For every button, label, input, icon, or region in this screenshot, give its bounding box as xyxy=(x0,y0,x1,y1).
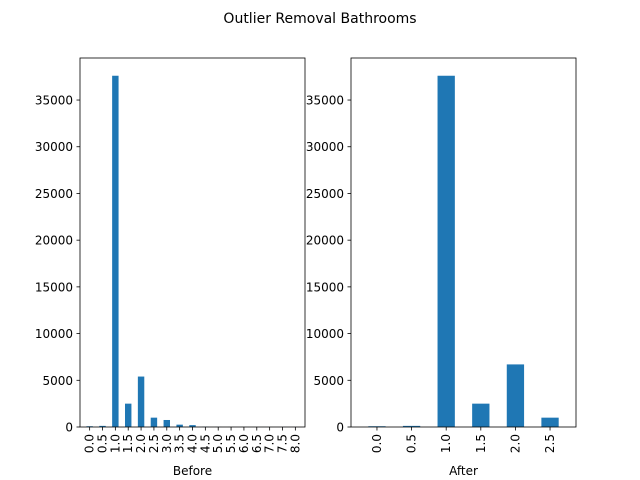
before-y-tick-label: 5000 xyxy=(42,374,73,388)
after-x-tick-label: 0.5 xyxy=(405,434,419,453)
after-axes-frame xyxy=(350,57,577,428)
after-bar xyxy=(437,75,455,427)
before-y-tick-label: 20000 xyxy=(35,234,73,248)
subplot-before: 0.00.51.01.52.02.53.03.54.04.55.05.56.06… xyxy=(35,57,306,478)
subplot-after: 0.0 0.5 1.0 1.5 2.0 2.5 0 5000 10000 15000 20000 25… xyxy=(306,57,577,478)
chart-suptitle: Outlier Removal Bathrooms xyxy=(223,11,416,27)
before-x-tick-label: 3.5 xyxy=(173,434,187,453)
after-bar xyxy=(541,417,559,427)
before-bar xyxy=(189,425,196,427)
before-bar xyxy=(163,419,170,427)
before-x-tick-label: 2.0 xyxy=(134,434,148,453)
after-y-tick-label: 10000 xyxy=(306,327,344,341)
before-bar xyxy=(176,424,183,427)
before-y-tick-label: 0 xyxy=(65,421,73,435)
after-y-tick-label: 35000 xyxy=(306,94,344,108)
before-y-tick-label: 15000 xyxy=(35,280,73,294)
after-x-tick-label: 1.0 xyxy=(439,434,453,453)
before-x-tick-label: 4.5 xyxy=(198,434,212,453)
after-bar xyxy=(472,403,490,427)
after-x-axis-label: After xyxy=(449,464,478,478)
before-x-tick-label: 5.5 xyxy=(224,434,238,453)
before-x-tick-label: 6.0 xyxy=(237,434,251,453)
after-y-tick-label: 25000 xyxy=(306,187,344,201)
after-y-tick-label: 15000 xyxy=(306,280,344,294)
after-y-tick-label: 5000 xyxy=(313,374,344,388)
before-y-tick-label: 30000 xyxy=(35,140,73,154)
before-x-tick-label: 0.5 xyxy=(96,434,110,453)
before-bar xyxy=(150,417,158,427)
after-x-tick-label: 2.5 xyxy=(543,434,557,453)
before-x-tick-label: 6.5 xyxy=(250,434,264,453)
before-bar xyxy=(112,75,119,427)
before-x-tick-label: 7.0 xyxy=(263,434,277,453)
after-bar xyxy=(506,364,525,427)
before-x-tick-label: 5.0 xyxy=(211,434,225,453)
before-y-tick-label: 35000 xyxy=(35,94,73,108)
after-x-tick-label: 0.0 xyxy=(370,434,384,453)
before-x-tick-label: 4.0 xyxy=(186,434,200,453)
before-y-tick-label: 25000 xyxy=(35,187,73,201)
before-x-tick-label: 3.0 xyxy=(160,434,174,453)
before-x-tick-label: 1.5 xyxy=(121,434,135,453)
before-x-tick-label: 2.5 xyxy=(147,434,161,453)
after-x-tick-label: 2.0 xyxy=(508,434,522,453)
before-x-axis-label: Before xyxy=(173,464,212,478)
after-y-tick-label: 20000 xyxy=(306,234,344,248)
before-y-tick-label: 10000 xyxy=(35,327,73,341)
before-x-tick-label: 0.0 xyxy=(83,434,97,453)
after-y-tick-label: 30000 xyxy=(306,140,344,154)
after-x-tick-label: 1.5 xyxy=(474,434,488,453)
before-bar xyxy=(125,403,132,427)
before-x-tick-label: 8.0 xyxy=(288,434,302,453)
after-bar xyxy=(402,425,421,427)
before-x-tick-label: 1.0 xyxy=(108,434,122,453)
before-x-tick-label: 7.5 xyxy=(276,434,290,453)
after-y-tick-label: 0 xyxy=(336,421,344,435)
before-axes-frame xyxy=(79,57,306,428)
before-bar xyxy=(99,425,106,427)
before-bar xyxy=(137,376,145,427)
